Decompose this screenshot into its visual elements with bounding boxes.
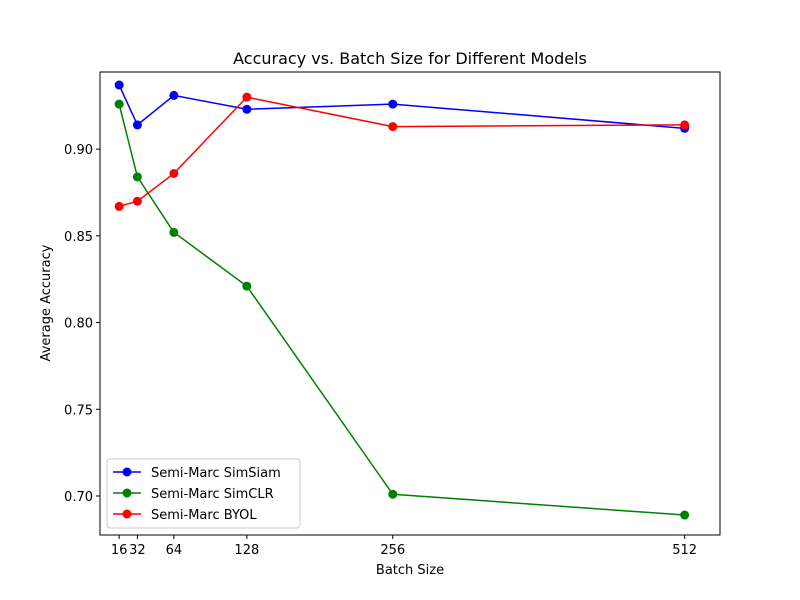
y-tick-label: 0.75: [64, 403, 93, 418]
series-line: [118, 103, 685, 516]
legend-label: Semi-Marc SimCLR: [151, 487, 274, 502]
series-1: [114, 99, 690, 520]
legend-box: [106, 458, 301, 529]
legend-label: Semi-Marc SimSiam: [151, 466, 281, 481]
x-tick-label: 512: [672, 543, 697, 558]
data-point: [242, 92, 252, 102]
data-point: [680, 510, 690, 520]
data-point: [169, 168, 179, 178]
data-point: [242, 104, 252, 114]
data-point: [680, 120, 690, 130]
y-tick-label: 0.70: [64, 490, 93, 505]
data-point: [169, 227, 179, 237]
legend: Semi-Marc SimSiam Semi-Marc SimCLR Semi-Ma…: [106, 458, 301, 529]
data-point: [114, 80, 124, 90]
series-2: [114, 92, 690, 211]
legend-marker: [122, 467, 132, 477]
data-point: [132, 196, 142, 206]
series-0: [114, 80, 690, 133]
x-tick-label: 128: [234, 543, 259, 558]
x-tick-label: 64: [166, 543, 183, 558]
data-point: [114, 99, 124, 109]
data-point: [388, 489, 398, 499]
data-point: [132, 120, 142, 130]
data-point: [388, 122, 398, 132]
data-point: [132, 172, 142, 182]
series-line: [118, 84, 685, 130]
plot-area: [99, 71, 721, 536]
x-axis-label: Batch Size: [376, 563, 444, 578]
legend-marker: [122, 509, 132, 519]
series-layer: [114, 80, 690, 520]
plot-frame: [99, 71, 721, 536]
data-point: [388, 99, 398, 109]
legend-label: Semi-Marc BYOL: [151, 508, 257, 523]
x-tick-label: 16: [111, 543, 128, 558]
data-point: [114, 201, 124, 211]
y-tick-label: 0.90: [64, 143, 93, 158]
x-axis: 16 32 64 128 256 512: [111, 535, 697, 558]
y-axis: 0.70 0.75 0.80 0.85 0.90: [64, 143, 100, 505]
x-tick-label: 256: [380, 543, 405, 558]
data-point: [169, 90, 179, 100]
y-tick-label: 0.80: [64, 317, 93, 332]
legend-marker: [122, 488, 132, 498]
y-axis-label: Average Accuracy: [39, 244, 54, 361]
x-tick-label: 32: [129, 543, 146, 558]
data-point: [242, 281, 252, 291]
y-tick-label: 0.85: [64, 230, 93, 245]
chart-title: Accuracy vs. Batch Size for Different Mo…: [233, 49, 587, 68]
